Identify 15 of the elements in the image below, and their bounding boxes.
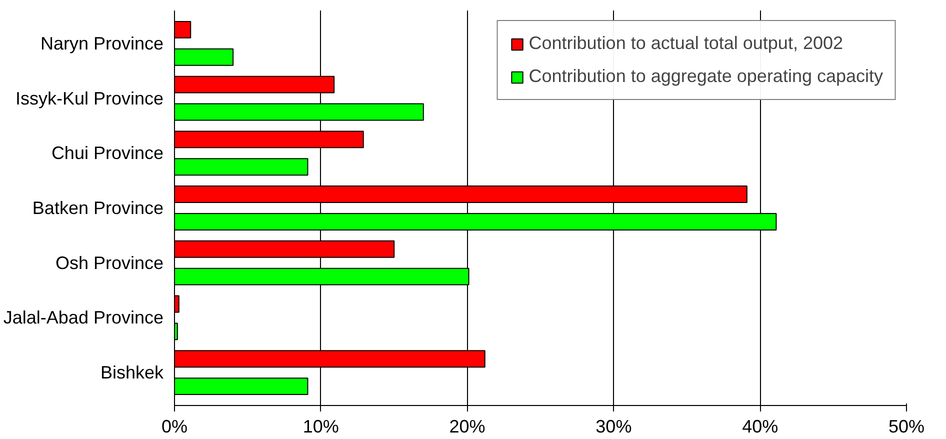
x-tick-label: 30%	[596, 416, 632, 436]
x-tick-label: 50%	[888, 416, 925, 436]
y-tick-label: Osh Province	[55, 252, 164, 273]
y-tick-label: Jalal-Abad Province	[3, 308, 164, 328]
legend-label: Contribution to aggregate operating capacity	[528, 66, 883, 87]
y-tick-label: Bishkek	[100, 362, 164, 383]
y-tick-label: Batken Province	[32, 198, 164, 218]
y-tick-label: Issyk-Kul Province	[15, 88, 164, 108]
y-tick-label: Naryn Province	[40, 33, 164, 54]
x-tick-label: 10%	[302, 416, 339, 436]
legend-label: Contribution to actual total output, 2002	[528, 33, 843, 54]
x-tick-label: 20%	[449, 416, 486, 436]
x-tick-label: 0%	[161, 416, 188, 436]
y-tick-label: Chui Province	[51, 143, 164, 164]
x-tick-label: 40%	[742, 416, 778, 436]
